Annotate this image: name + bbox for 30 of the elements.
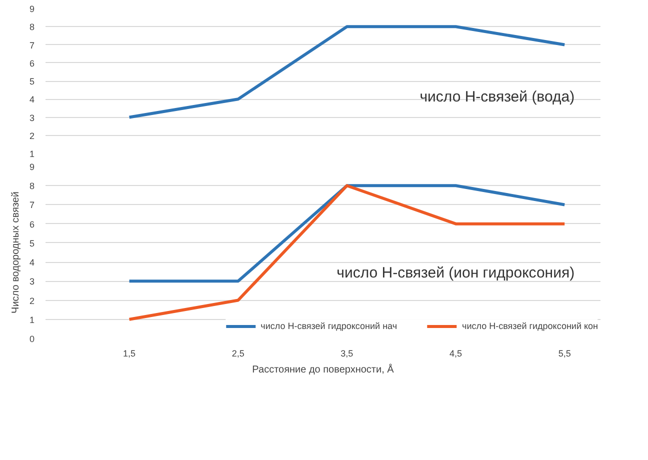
y-tick-label: 7 xyxy=(29,200,35,210)
y-tick-label: 7 xyxy=(29,40,35,50)
y-tick-label: 6 xyxy=(29,58,35,68)
y-tick-label: 9 xyxy=(29,4,35,14)
y-tick-label: 1 xyxy=(29,314,35,325)
y-tick-label: 0 xyxy=(29,334,35,344)
y-tick-label: 6 xyxy=(29,219,35,230)
y-tick-label: 1 xyxy=(29,149,35,159)
y-tick-label: 9 xyxy=(29,162,35,172)
y-tick-label: 8 xyxy=(29,22,35,32)
y-tick-label: 3 xyxy=(29,276,35,287)
annotation: число H-связей (вода) xyxy=(420,88,575,106)
x-tick-label: 4,5 xyxy=(450,348,462,358)
y-tick-label: 2 xyxy=(29,130,35,141)
y-tick-label: 3 xyxy=(29,112,35,123)
x-tick-label: 5,5 xyxy=(558,348,571,358)
y-tick-label: 5 xyxy=(29,76,35,86)
y-axis-title: Число водородных связей xyxy=(10,192,22,314)
y-tick-label: 4 xyxy=(29,258,35,268)
y-tick-label: 4 xyxy=(29,94,35,105)
x-axis-title: Расстояние до поверхности, Å xyxy=(252,364,394,376)
legend-label: число H-связей гидроксоний нач xyxy=(260,321,398,331)
annotation: число H-связей (ион гидроксония) xyxy=(336,264,575,282)
x-tick-label: 2,5 xyxy=(232,348,244,358)
y-tick-label: 8 xyxy=(29,181,35,192)
y-tick-label: 2 xyxy=(29,296,35,306)
legend-label: число H-связей гидроксоний кон xyxy=(462,321,598,331)
x-tick-label: 3,5 xyxy=(340,348,354,358)
y-tick-label: 5 xyxy=(29,238,35,248)
x-tick-label: 1,5 xyxy=(123,348,136,358)
